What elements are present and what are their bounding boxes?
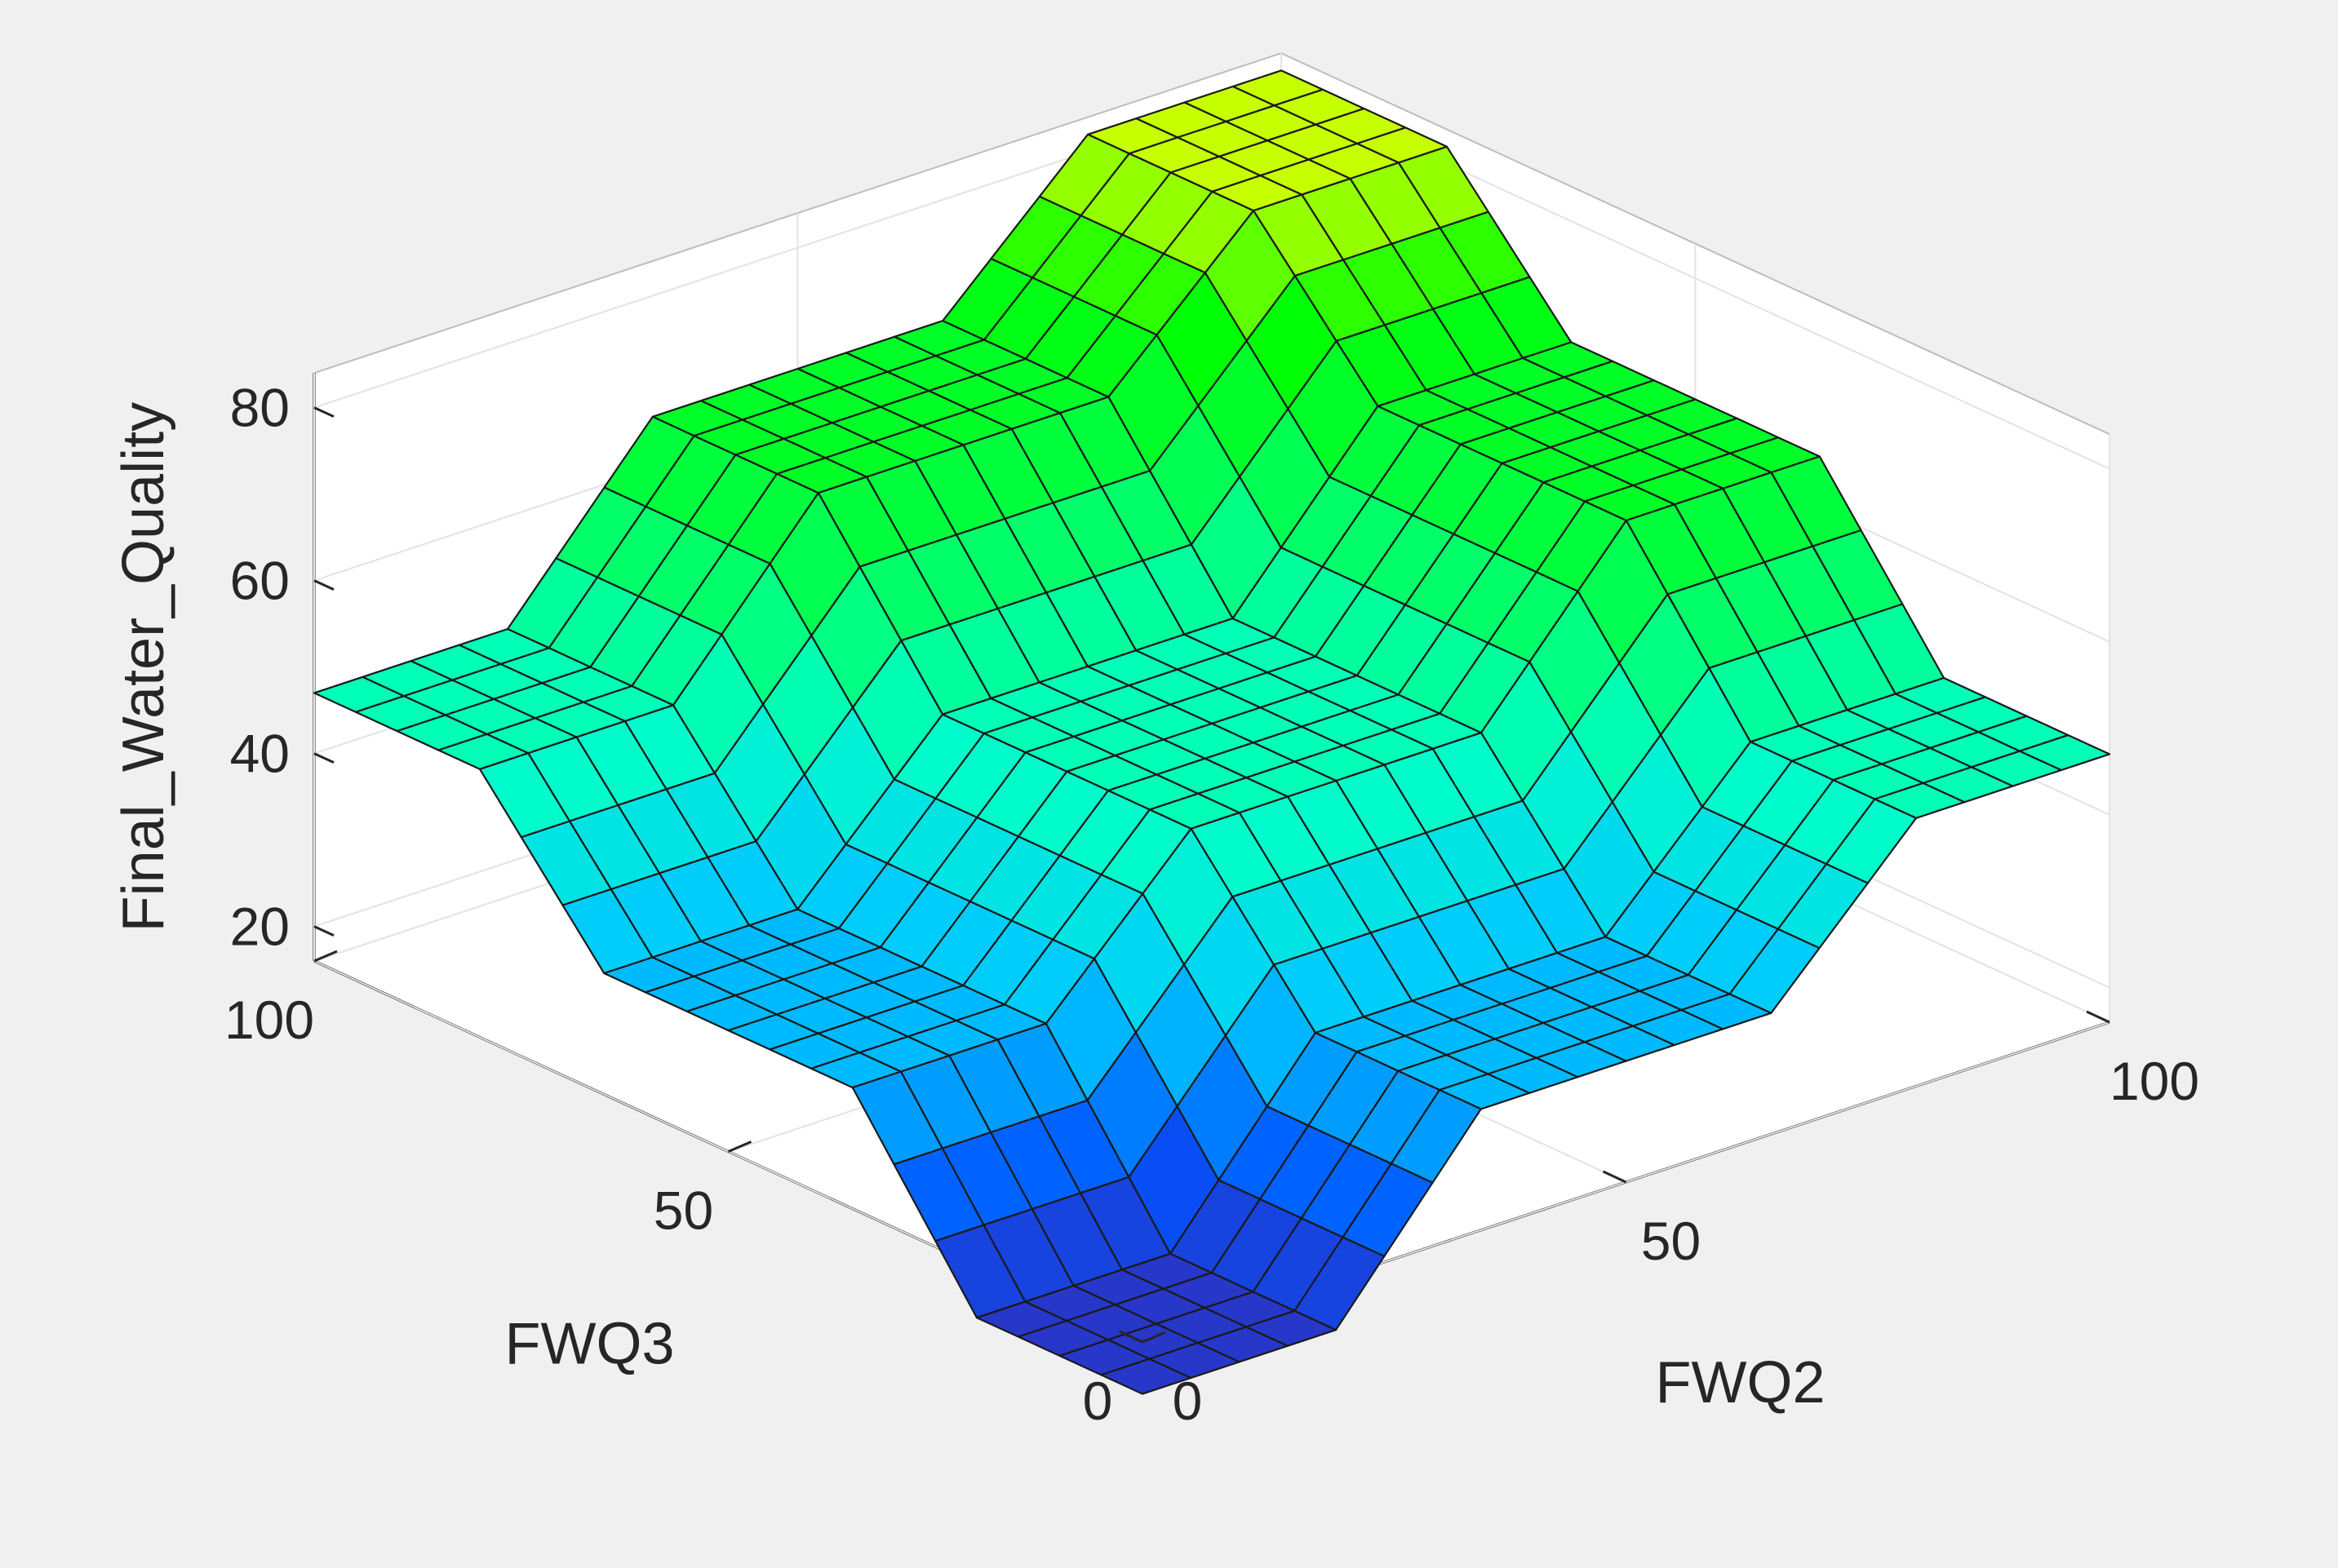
z-tick-label: 40 [230, 724, 290, 784]
surface-mesh [313, 69, 2111, 1395]
y-tick-label: 50 [654, 1180, 713, 1241]
x-tick-label: 0 [1173, 1371, 1203, 1431]
x-axis-label: FWQ2 [1656, 1350, 1826, 1415]
z-tick [313, 579, 335, 591]
z-tick [313, 752, 335, 764]
tick-labels: 0 50 100 0 50 100 20 40 60 80 [224, 378, 2199, 1431]
z-tick-label: 60 [230, 551, 290, 611]
x-tick-label: 100 [2110, 1051, 2199, 1111]
z-tick [313, 925, 335, 937]
z-tick-label: 80 [230, 378, 290, 438]
y-tick [1142, 1331, 1166, 1344]
z-tick-label: 20 [230, 897, 290, 957]
z-axis-label: Final_Water_Quality [111, 402, 176, 932]
x-tick [2086, 1010, 2110, 1024]
z-tick [313, 406, 335, 418]
y-tick [313, 950, 338, 963]
y-tick-label: 100 [224, 990, 314, 1050]
y-tick-label: 0 [1083, 1371, 1113, 1431]
x-tick-label: 50 [1641, 1211, 1701, 1271]
y-axis-label: FWQ3 [505, 1312, 675, 1377]
surface-face [1100, 1358, 1192, 1395]
x-tick [1602, 1170, 1627, 1184]
x-tick [1119, 1330, 1143, 1344]
ticks [313, 406, 2110, 1344]
y-tick [727, 1141, 752, 1153]
